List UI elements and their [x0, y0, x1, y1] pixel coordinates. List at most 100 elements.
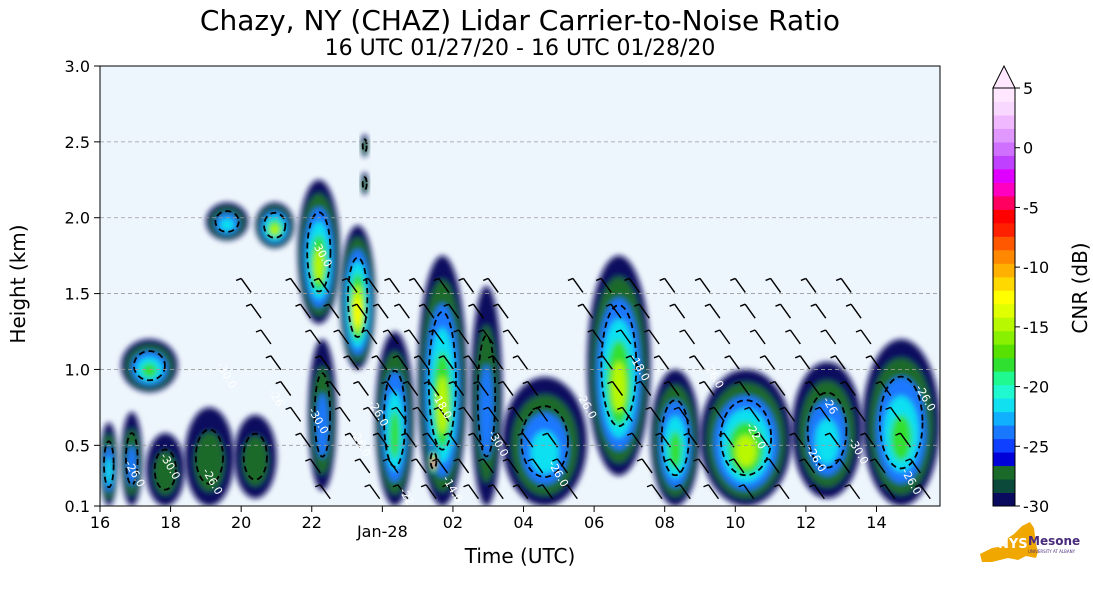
wind-barb-flag [463, 484, 469, 488]
wind-barb-flag [694, 277, 701, 282]
wind-barb-flag [624, 277, 630, 282]
wind-barb-staff [870, 355, 882, 371]
wind-barb-flag [562, 484, 568, 488]
y-tick-label: 2.0 [65, 209, 90, 228]
wind-barb-flag [800, 277, 807, 282]
wind-barb-flag [381, 380, 387, 385]
wind-barb-flag [645, 406, 651, 411]
echo-region [184, 407, 235, 506]
wind-barb-flag [879, 484, 886, 488]
wind-barb-staff [376, 355, 388, 371]
wind-barb-staff [423, 303, 435, 319]
echo-contour-line [306, 211, 332, 293]
wind-barb-flag [567, 277, 574, 282]
wind-barb-flag [468, 432, 474, 436]
wind-barb-flag [443, 432, 449, 436]
wind-barb-flag [855, 329, 862, 333]
wind-barb-staff [630, 355, 642, 371]
colorbar-tick-label: -15 [1023, 318, 1049, 337]
echo-region [791, 361, 863, 499]
echo-region [145, 433, 185, 506]
echo-region [375, 331, 415, 506]
wind-barb-staff [487, 278, 499, 293]
wind-barb-flag [724, 355, 730, 359]
x-tick-label: 18 [160, 513, 180, 532]
wind-barb-flag [840, 380, 846, 385]
wind-barb-flag [728, 458, 735, 462]
wind-barb-staff [778, 484, 790, 500]
wind-barb-flag [552, 458, 558, 462]
wind-barb-staff [387, 329, 399, 345]
wind-barb-flag [895, 432, 901, 436]
wind-barb-flag [859, 432, 866, 436]
wind-barb-flag [527, 458, 533, 462]
wind-barb-staff [397, 355, 409, 371]
wind-barb-flag [453, 329, 459, 333]
wind-barb-staff [699, 278, 711, 293]
wind-barb-staff [448, 432, 460, 448]
echo-contour-fill [668, 431, 683, 469]
wind-barb-staff [620, 329, 632, 345]
wind-barb-staff [864, 432, 876, 448]
wind-barb-staff [397, 484, 409, 500]
echo-contour-fill [815, 418, 839, 465]
wind-barb-flag [587, 329, 593, 333]
wind-barb-flag [655, 432, 661, 436]
wind-barb-staff [280, 381, 292, 396]
wind-barb-staff [651, 484, 663, 500]
wind-barb-flag [265, 355, 272, 359]
wind-barb-flag [362, 406, 369, 411]
wind-barb-flag [245, 303, 252, 307]
wind-barb-staff [347, 355, 360, 371]
wind-barb-staff [768, 458, 780, 474]
wind-barb-staff [319, 484, 331, 500]
wind-barb-staff [386, 381, 398, 396]
echo-contour-line [361, 176, 368, 191]
wind-barb-staff [611, 381, 624, 396]
wind-barb-flag [804, 380, 811, 385]
wind-barb-flag [443, 303, 449, 307]
colorbar-segment [993, 263, 1015, 278]
wind-barb-staff [674, 303, 686, 319]
wind-barb-staff [669, 458, 681, 474]
colorbar-extend-arrow [992, 64, 1016, 89]
wind-barb-staff [860, 329, 872, 345]
wind-barb-flag [392, 355, 399, 359]
wind-barb-flag [869, 458, 876, 462]
wind-barb-staff [829, 432, 841, 448]
colorbar-segment [993, 101, 1015, 116]
wind-barb-flag [577, 303, 584, 307]
plot-frame [99, 65, 941, 507]
echo-contour-fill [316, 393, 329, 459]
wind-barb-staff [600, 278, 612, 293]
wind-barb-flag [693, 458, 699, 462]
colorbar-tick-label: -5 [1023, 198, 1039, 217]
wind-barb-flag [492, 432, 499, 436]
wind-barb-flag [314, 355, 321, 359]
wind-barb-flag [835, 277, 842, 282]
wind-barb-staff [339, 406, 351, 422]
wind-barb-flag [845, 303, 852, 307]
echo-contour-line [878, 375, 924, 470]
wind-barb-flag [820, 329, 826, 333]
wind-barb-staff [839, 458, 851, 474]
wind-barb-staff [377, 303, 389, 319]
wind-barb-flag [502, 329, 509, 333]
wind-barb-flag [689, 355, 695, 359]
wind-barb-staff [472, 303, 484, 319]
x-tick-label: 06 [584, 513, 604, 532]
wind-barb-flag [235, 277, 242, 282]
x-tick-label: 04 [513, 513, 533, 532]
echo-contour-fill [242, 435, 268, 486]
wind-barb-flag [423, 380, 430, 385]
wind-barb-staff [418, 355, 430, 371]
colorbar-segment [993, 303, 1015, 318]
wind-barb-staff [346, 278, 358, 293]
wind-barb-flag [324, 380, 331, 385]
wind-barb-flag [765, 277, 771, 282]
wind-barb-flag [410, 458, 417, 462]
wind-barb-staff [572, 278, 584, 293]
colorbar-segment [993, 88, 1015, 102]
wind-barb-flag [487, 484, 494, 488]
wind-barb-staff [462, 406, 475, 422]
